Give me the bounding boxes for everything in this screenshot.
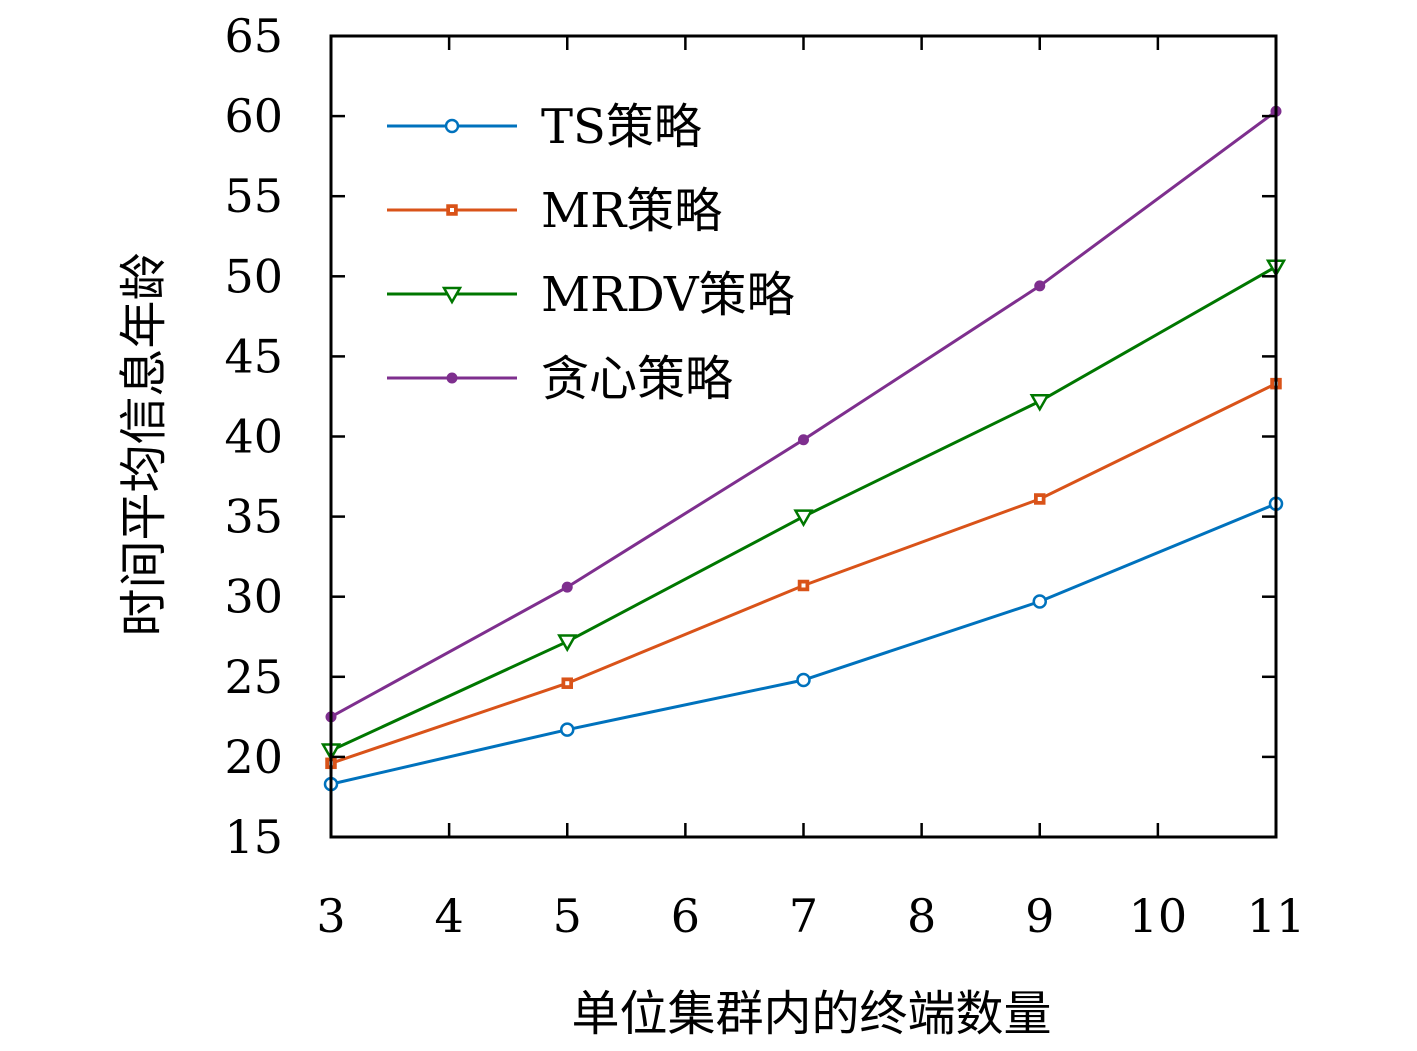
data-point-3-1 <box>561 581 573 593</box>
y-tick-label: 15 <box>224 810 283 864</box>
x-tick-label: 6 <box>671 889 700 943</box>
data-point-2-1 <box>557 634 578 653</box>
data-point-legend-3 <box>446 372 458 384</box>
legend-item-0: TS策略 <box>387 99 702 155</box>
series-2 <box>320 259 1287 762</box>
x-tick-label: 8 <box>907 889 936 943</box>
legend-label-1: MR策略 <box>541 183 722 239</box>
x-axis-label: 单位集群内的终端数量 <box>571 986 1051 1042</box>
x-tick-label: 11 <box>1247 889 1306 943</box>
x-tick-label: 9 <box>1025 889 1054 943</box>
series-layer <box>320 105 1287 792</box>
y-tick-label: 60 <box>224 89 283 143</box>
y-tick-label: 25 <box>224 650 283 704</box>
data-point-core-1-1 <box>565 681 570 686</box>
data-point-2-3 <box>1029 394 1050 412</box>
series-line-0 <box>330 502 1277 786</box>
data-point-core-1-2 <box>801 583 806 588</box>
data-point-core-legend-1 <box>450 208 454 212</box>
legend-label-0: TS策略 <box>541 99 702 155</box>
y-tick-label: 45 <box>224 329 283 383</box>
data-point-legend-2 <box>441 286 463 305</box>
series-0 <box>323 496 1284 792</box>
legend-item-2: MRDV策略 <box>387 267 795 323</box>
y-tick-label: 55 <box>224 169 283 223</box>
y-axis: 15 20 25 30 35 40 45 50 55 60 65 <box>224 9 1276 864</box>
x-tick-label: 10 <box>1129 889 1188 943</box>
x-tick-label: 5 <box>553 889 582 943</box>
data-point-0-1 <box>560 722 575 737</box>
legend-label-2: MRDV策略 <box>541 267 795 323</box>
y-tick-label: 65 <box>224 9 283 63</box>
y-tick-label: 20 <box>224 730 283 784</box>
legend-item-3: 贪心策略 <box>387 351 733 407</box>
legend-label-3: 贪心策略 <box>541 351 733 407</box>
x-tick-label: 7 <box>789 889 818 943</box>
data-point-2-2 <box>793 509 814 528</box>
data-point-core-1-3 <box>1037 496 1042 501</box>
y-tick-label: 35 <box>224 490 283 544</box>
data-point-0-3 <box>1032 594 1047 609</box>
y-axis-label: 时间平均信息年龄 <box>116 252 172 636</box>
data-point-3-2 <box>798 434 809 446</box>
x-tick-label: 4 <box>434 889 463 943</box>
data-point-3-3 <box>1034 280 1046 292</box>
legend-item-1: MR策略 <box>387 183 722 239</box>
data-point-0-2 <box>796 672 811 688</box>
y-tick-label: 50 <box>224 249 283 303</box>
x-tick-label: 3 <box>316 889 345 943</box>
series-line-3 <box>330 110 1277 719</box>
data-point-legend-0 <box>444 118 460 134</box>
y-tick-label: 40 <box>224 410 283 464</box>
y-tick-label: 30 <box>224 570 283 624</box>
series-3 <box>325 105 1282 723</box>
x-axis: 3 4 5 6 7 8 9 10 11 <box>316 36 1305 943</box>
